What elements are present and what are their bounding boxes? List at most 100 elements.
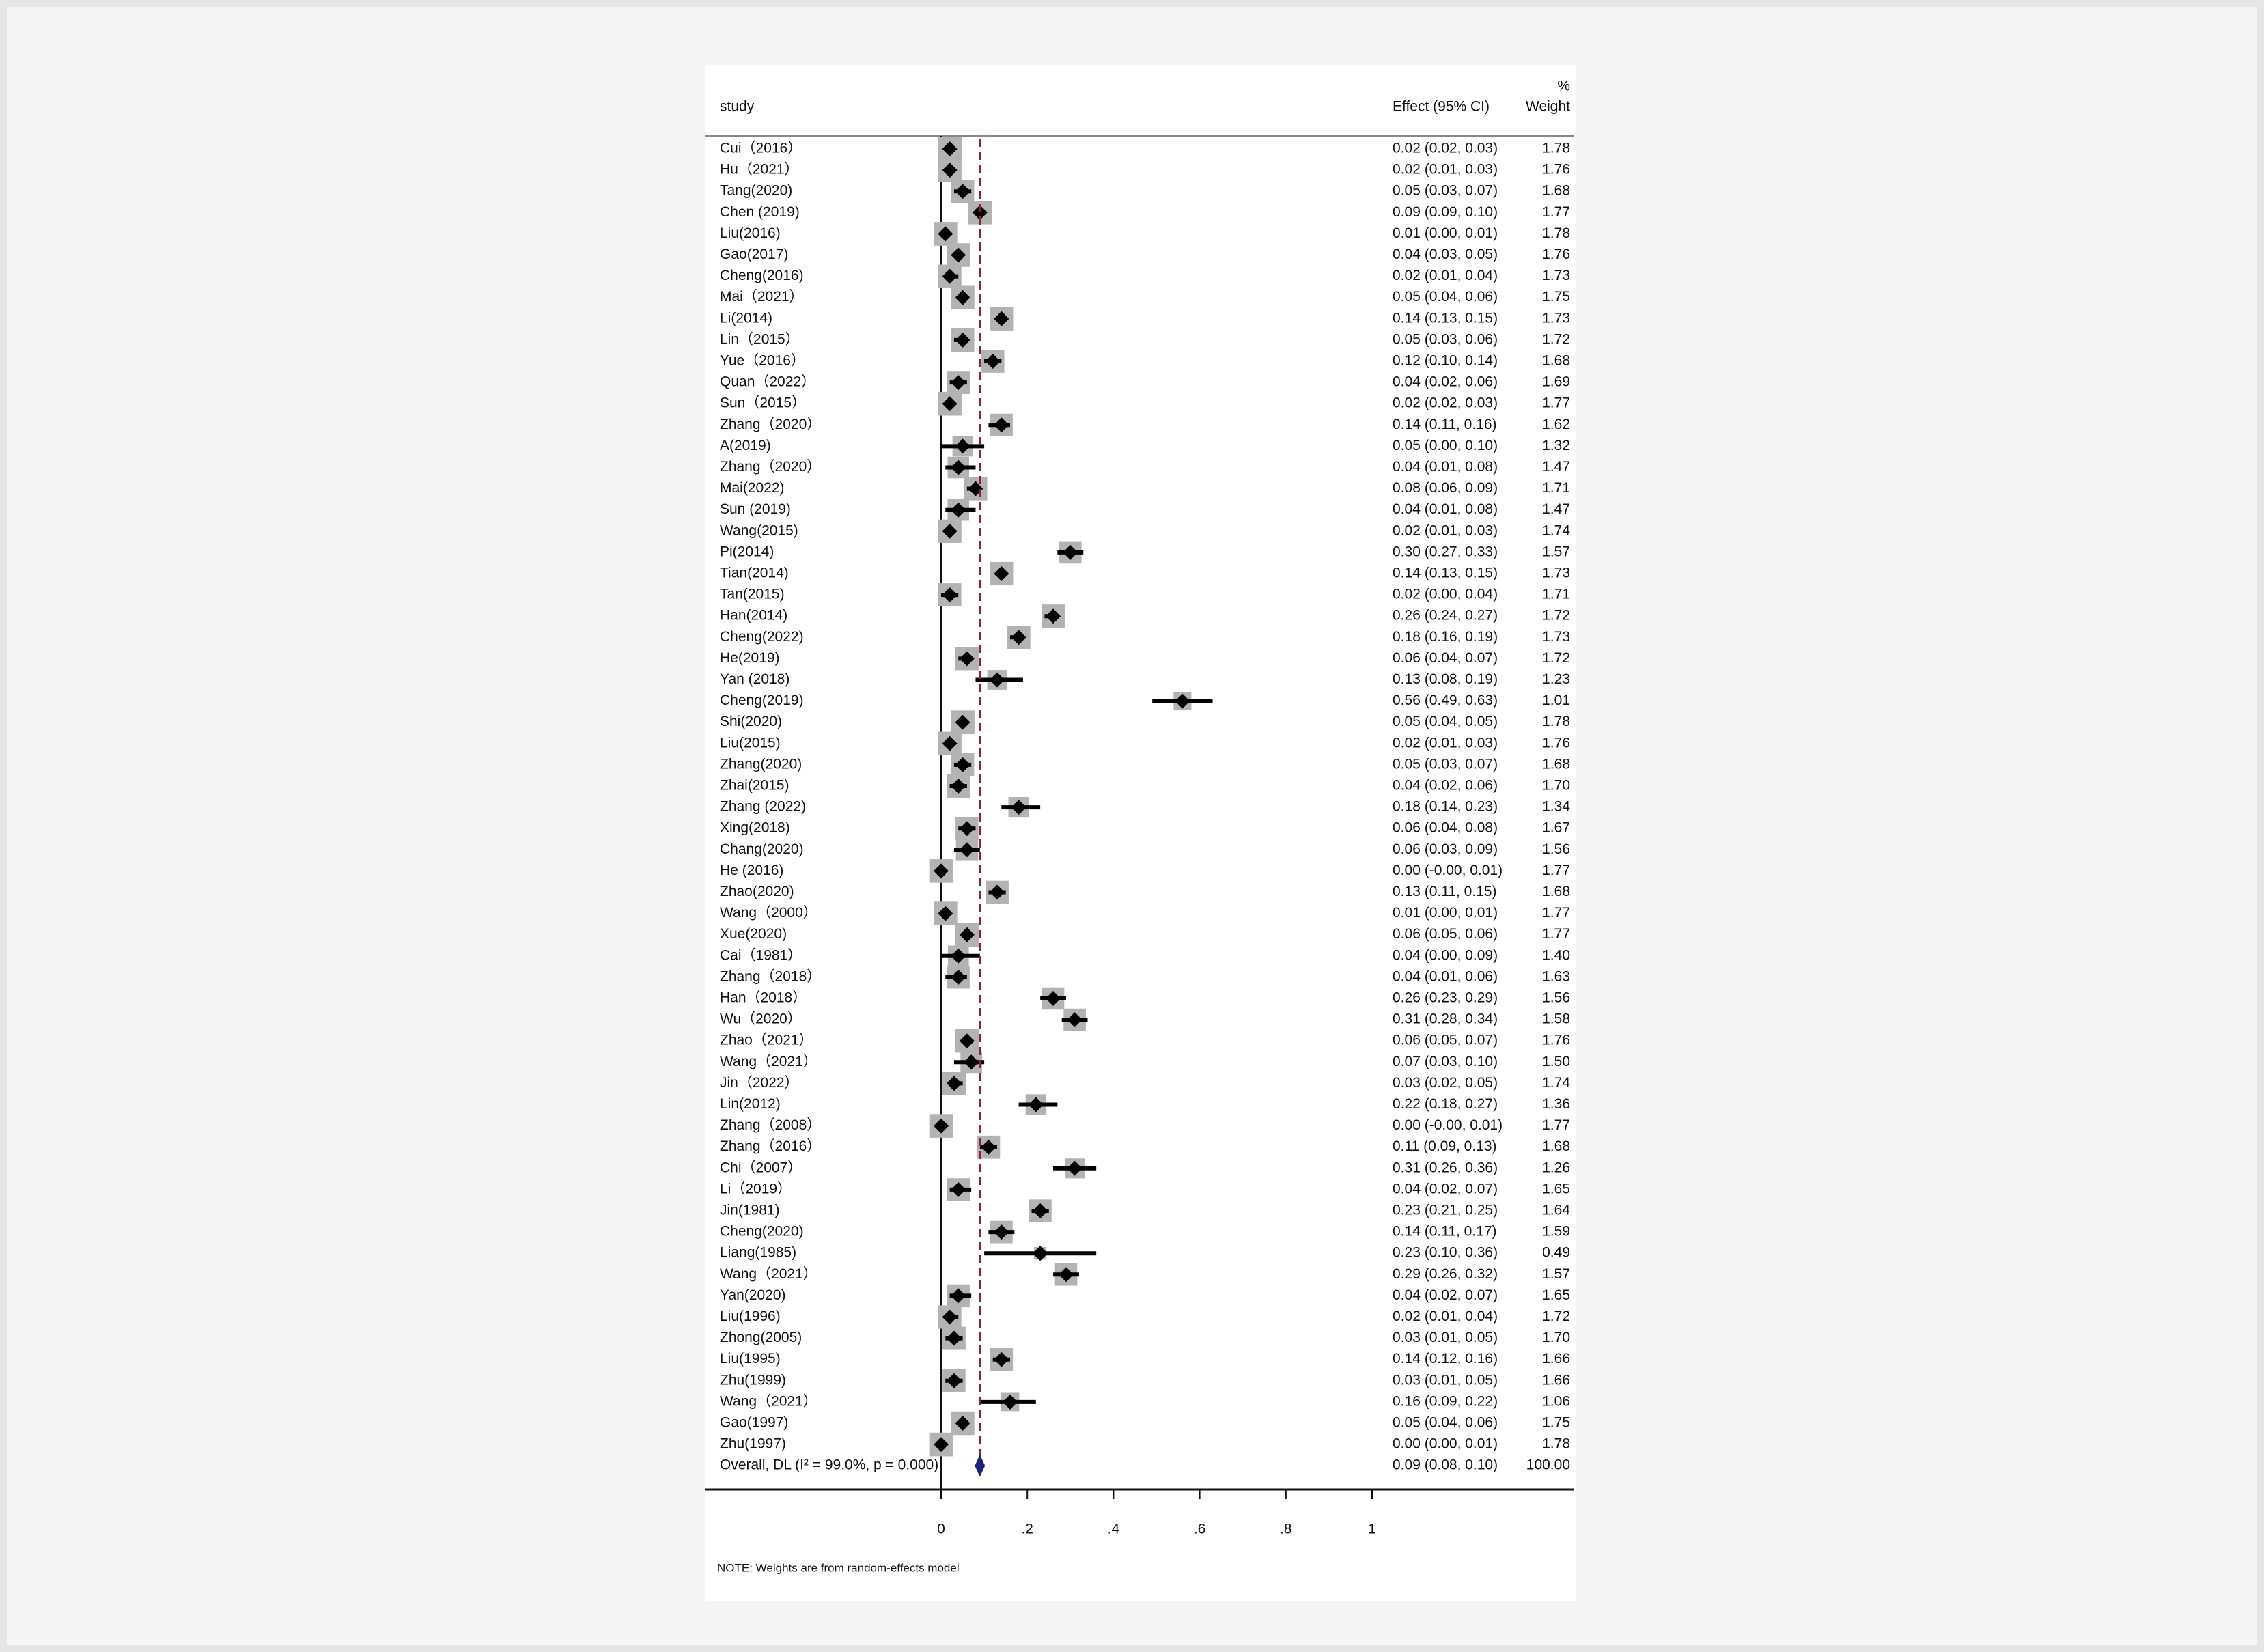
- study-name: Xing(2018): [720, 820, 790, 836]
- effect-label: 0.07 (0.03, 0.10): [1393, 1054, 1498, 1069]
- weight-label: 1.77: [1542, 926, 1570, 942]
- weight-label: 1.50: [1542, 1054, 1570, 1069]
- effect-label: 0.00 (0.00, 0.01): [1393, 1436, 1498, 1452]
- effect-marker: [990, 884, 1005, 900]
- study-name: Zhao(2020): [720, 884, 794, 899]
- effect-label: 0.05 (0.04, 0.06): [1393, 1415, 1498, 1431]
- effect-label: 0.05 (0.04, 0.06): [1393, 289, 1498, 305]
- weight-label: 1.73: [1542, 629, 1570, 645]
- weight-label: 1.63: [1542, 968, 1570, 984]
- weight-label: 1.74: [1542, 1075, 1570, 1091]
- study-name: Zhang（2008）: [720, 1117, 821, 1133]
- study-name: Mai(2022): [720, 480, 785, 496]
- effect-header: Effect (95% CI): [1393, 99, 1490, 115]
- x-tick-label: .6: [1194, 1522, 1206, 1537]
- weight-label: 1.64: [1542, 1203, 1570, 1218]
- effect-label: 0.01 (0.00, 0.01): [1393, 225, 1498, 241]
- weight-label: 1.78: [1542, 714, 1570, 729]
- effect-marker: [951, 1181, 966, 1197]
- effect-label: 0.18 (0.16, 0.19): [1393, 629, 1498, 645]
- study-name: Cheng(2022): [720, 629, 804, 645]
- study-name: Tang(2020): [720, 183, 792, 199]
- effect-label: 0.04 (0.02, 0.06): [1393, 778, 1498, 794]
- weight-label: 1.74: [1542, 522, 1570, 538]
- weight-label: 1.36: [1542, 1096, 1570, 1112]
- study-name: Zhang（2020）: [720, 417, 821, 432]
- weight-label: 1.01: [1542, 692, 1570, 708]
- study-name: Hu（2021）: [720, 162, 799, 178]
- effect-marker: [959, 821, 975, 837]
- x-tick-label: .4: [1108, 1522, 1120, 1537]
- effect-label: 0.03 (0.01, 0.05): [1393, 1330, 1498, 1345]
- effect-marker: [955, 184, 970, 199]
- weight-label: 1.75: [1542, 289, 1570, 305]
- effect-label: 0.06 (0.05, 0.06): [1393, 926, 1498, 942]
- effect-marker: [942, 587, 958, 603]
- effect-label: 0.14 (0.13, 0.15): [1393, 310, 1498, 326]
- study-name: Zhang（2020）: [720, 459, 821, 475]
- study-name: Liang(1985): [720, 1245, 796, 1261]
- weight-label: 1.57: [1542, 544, 1570, 559]
- weight-label: 1.78: [1542, 141, 1570, 156]
- effect-marker: [1175, 693, 1190, 709]
- effect-marker: [990, 672, 1005, 688]
- weight-label: 1.69: [1542, 374, 1570, 390]
- weight-label: 1.72: [1542, 1308, 1570, 1324]
- effect-label: 0.04 (0.01, 0.06): [1393, 968, 1498, 984]
- weight-label: 0.49: [1542, 1245, 1570, 1261]
- weight-label: 1.65: [1542, 1287, 1570, 1303]
- weight-label: 1.66: [1542, 1372, 1570, 1388]
- study-name: Zhao（2021）: [720, 1033, 813, 1048]
- study-name: Sun (2019): [720, 501, 791, 517]
- effect-label: 0.04 (0.02, 0.07): [1393, 1287, 1498, 1303]
- weight-label: 1.47: [1542, 459, 1570, 475]
- study-name: Zhang (2022): [720, 799, 806, 815]
- effect-label: 0.02 (0.01, 0.03): [1393, 735, 1498, 751]
- effect-label: 0.05 (0.00, 0.10): [1393, 438, 1498, 453]
- study-name: Tan(2015): [720, 587, 785, 602]
- weight-label: 1.77: [1542, 863, 1570, 878]
- study-name: Han(2014): [720, 608, 787, 624]
- plot-panel: [705, 65, 1576, 1601]
- weight-label: 1.23: [1542, 671, 1570, 687]
- effect-marker: [1011, 630, 1026, 645]
- effect-marker: [1046, 608, 1061, 624]
- weight-label: 1.70: [1542, 778, 1570, 794]
- effect-marker: [955, 290, 970, 305]
- effect-marker: [951, 375, 966, 391]
- effect-marker: [946, 1373, 962, 1388]
- study-name: Mai（2021）: [720, 289, 804, 305]
- weight-label: 1.56: [1542, 841, 1570, 857]
- effect-label: 0.04 (0.01, 0.08): [1393, 459, 1498, 475]
- effect-label: 0.14 (0.13, 0.15): [1393, 565, 1498, 581]
- effect-label: 0.23 (0.10, 0.36): [1393, 1245, 1498, 1261]
- weight-label: 1.68: [1542, 884, 1570, 899]
- weight-label: 1.65: [1542, 1181, 1570, 1196]
- weight-label: 1.73: [1542, 310, 1570, 326]
- study-name: Gao(2017): [720, 247, 788, 262]
- weight-header-top: %: [1557, 79, 1570, 94]
- weight-label: 1.70: [1542, 1330, 1570, 1345]
- effect-label: 0.05 (0.03, 0.07): [1393, 183, 1498, 199]
- effect-marker: [994, 566, 1009, 581]
- effect-marker: [985, 354, 1001, 369]
- weight-label: 1.78: [1542, 1436, 1570, 1452]
- study-name: Zhang(2020): [720, 756, 802, 772]
- x-tick-label: .2: [1021, 1522, 1033, 1537]
- study-name: Cheng(2016): [720, 268, 804, 283]
- study-name: Wu（2020）: [720, 1011, 802, 1027]
- study-name: Liu(2016): [720, 225, 781, 241]
- effect-label: 0.16 (0.09, 0.22): [1393, 1393, 1498, 1409]
- effect-label: 0.30 (0.27, 0.33): [1393, 544, 1498, 559]
- effect-marker: [934, 1437, 949, 1453]
- study-name: Han（2018）: [720, 990, 807, 1006]
- effect-label: 0.14 (0.12, 0.16): [1393, 1351, 1498, 1367]
- effect-label: 0.26 (0.23, 0.29): [1393, 990, 1498, 1006]
- study-name: Wang（2021）: [720, 1393, 817, 1409]
- effect-marker: [959, 842, 975, 858]
- effect-marker: [955, 757, 970, 772]
- effect-label: 0.04 (0.03, 0.05): [1393, 247, 1498, 262]
- weight-label: 1.77: [1542, 905, 1570, 921]
- effect-label: 0.26 (0.24, 0.27): [1393, 608, 1498, 624]
